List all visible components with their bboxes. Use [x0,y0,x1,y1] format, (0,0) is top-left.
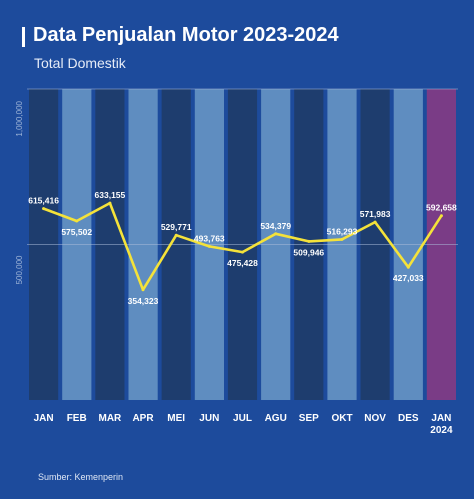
data-point [241,250,244,254]
title-accent-bar [22,27,25,47]
x-tick-label: AGU [265,413,287,424]
data-point [274,232,278,236]
x-tick-label: JAN [431,413,451,424]
data-point [406,265,410,269]
x-tick-label: JAN [34,413,54,424]
data-point [373,220,377,224]
data-point [141,288,145,292]
data-point [439,214,443,218]
data-label: 575,502 [61,227,92,237]
data-point [307,239,311,243]
x-tick-label: FEB [67,413,87,424]
data-label: 427,033 [393,273,424,283]
data-label: 354,323 [128,296,159,306]
x-tick-label: APR [132,413,154,424]
data-point [108,201,112,205]
data-label: 571,983 [360,209,391,219]
data-label: 516,293 [327,226,358,236]
data-point [340,237,344,241]
data-label: 592,658 [426,203,457,213]
x-tick-label: 2024 [430,425,453,436]
source-note: Sumber: Kemenperin [38,472,124,482]
x-tick-label: NOV [364,413,386,424]
data-point [174,233,178,237]
x-tick-label: DES [398,413,419,424]
x-tick-label: OKT [331,413,352,424]
y-tick-label: 1,000,000 [15,100,24,136]
x-tick-label: MAR [99,413,123,424]
data-point [42,207,46,211]
data-point [75,219,79,223]
data-label: 529,771 [161,222,192,232]
y-tick-label: 500,000 [15,255,24,284]
x-tick-label: SEP [299,413,319,424]
data-label: 509,946 [293,247,324,257]
data-label: 493,763 [194,233,225,243]
data-label: 534,379 [260,221,291,231]
data-label: 475,428 [227,258,258,268]
chart-title: Data Penjualan Motor 2023-2024 [33,24,339,46]
data-point [207,244,211,248]
chart-subtitle: Total Domestik [34,55,126,71]
x-tick-label: MEI [167,413,185,424]
data-label: 633,155 [95,190,126,200]
data-label: 615,416 [28,196,59,206]
x-tick-label: JUL [233,413,252,424]
x-tick-label: JUN [199,413,219,424]
